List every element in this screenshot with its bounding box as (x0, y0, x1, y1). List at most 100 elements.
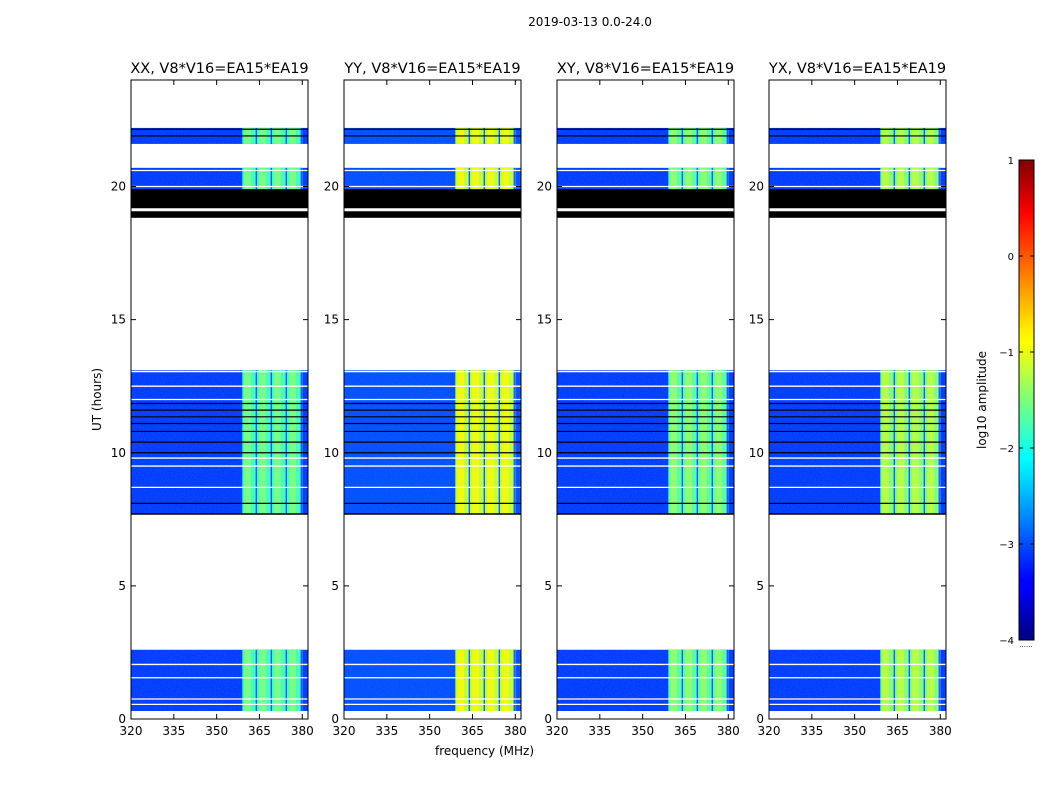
high-amplitude-stripe (715, 167, 723, 208)
flagged-band (769, 189, 946, 218)
high-amplitude-stripe (700, 649, 708, 712)
axes-frame (130, 79, 309, 720)
y-tick-label: 10 (324, 446, 339, 460)
colorbar-tick-label: −4 (999, 636, 1014, 647)
high-amplitude-stripe (685, 167, 693, 208)
high-amplitude-stripe (502, 649, 510, 712)
high-amplitude-stripe (700, 167, 708, 208)
axes-frame (343, 79, 522, 720)
x-tick-label: 350 (418, 724, 441, 738)
high-amplitude-stripe (927, 167, 935, 208)
high-amplitude-stripe (472, 167, 480, 208)
colorbar-label: log10 amplitude (975, 351, 989, 449)
colorbar-gradient (1018, 159, 1035, 641)
colorbar-tick-label: −2 (999, 444, 1014, 455)
heatmap-panel: YX, V8*V16=EA15*EA19 320 335 350 365 380 0 5 10 1… (749, 61, 952, 738)
y-tick-label: 5 (756, 579, 764, 593)
y-tick-label: 15 (111, 313, 126, 327)
figure-suptitle: 2019-03-13 0.0-24.0 (528, 15, 652, 29)
x-tick-label: 320 (333, 724, 356, 738)
colorbar-tick-label: −3 (999, 540, 1014, 551)
high-amplitude-stripe (927, 649, 935, 712)
high-amplitude-stripe (457, 649, 465, 712)
axes-frame (556, 79, 735, 720)
panel-title: YY, V8*V16=EA15*EA19 (343, 61, 520, 77)
high-amplitude-stripe (259, 167, 267, 208)
flagged-band (344, 189, 521, 218)
high-amplitude-stripe (882, 167, 890, 208)
x-tick-label: 380 (504, 724, 527, 738)
y-tick-label: 15 (537, 313, 552, 327)
high-amplitude-stripe (897, 649, 905, 712)
high-amplitude-stripe (502, 167, 510, 208)
flagged-band (557, 189, 734, 218)
axes-frame (768, 79, 947, 720)
high-amplitude-stripe (457, 167, 465, 208)
high-amplitude-stripe (289, 649, 297, 712)
panel-title: XX, V8*V16=EA15*EA19 (130, 61, 308, 77)
y-tick-label: 5 (544, 579, 552, 593)
y-tick-label: 0 (118, 712, 126, 726)
x-tick-label: 350 (205, 724, 228, 738)
y-tick-label: 20 (749, 180, 764, 194)
x-tick-label: 335 (588, 724, 611, 738)
y-axis-label: UT (hours) (90, 368, 104, 431)
high-amplitude-stripe (882, 649, 890, 712)
high-amplitude-stripe (715, 649, 723, 712)
y-tick-label: 0 (331, 712, 339, 726)
x-tick-label: 380 (291, 724, 314, 738)
y-tick-label: 20 (324, 180, 339, 194)
colorbar-tick-label: 1 (1008, 156, 1014, 167)
panel-title: XY, V8*V16=EA15*EA19 (557, 61, 734, 77)
x-tick-label: 365 (886, 724, 909, 738)
high-amplitude-stripe (912, 167, 920, 208)
y-tick-label: 20 (537, 180, 552, 194)
heatmap-panel: XX, V8*V16=EA15*EA19 320 335 350 365 380 0 5 10 1… (90, 61, 314, 738)
y-tick-label: 5 (331, 579, 339, 593)
high-amplitude-stripe (897, 167, 905, 208)
colorbar: −4 −3 −2 −1 0 1 log10 amplitude ...... (975, 156, 1035, 649)
y-tick-label: 15 (749, 313, 764, 327)
colorbar-tick-label: −1 (999, 348, 1014, 359)
heatmap-panel: XY, V8*V16=EA15*EA19 320 335 350 365 380 0 5 10 1… (537, 61, 740, 738)
y-tick-label: 5 (118, 579, 126, 593)
flagged-band (131, 189, 308, 218)
y-tick-label: 20 (111, 180, 126, 194)
high-amplitude-stripe (289, 167, 297, 208)
x-tick-label: 335 (162, 724, 185, 738)
y-tick-label: 10 (749, 446, 764, 460)
high-amplitude-stripe (685, 649, 693, 712)
x-tick-label: 365 (674, 724, 697, 738)
x-tick-label: 335 (800, 724, 823, 738)
high-amplitude-stripe (670, 649, 678, 712)
high-amplitude-stripe (244, 649, 252, 712)
heatmap-panel: YY, V8*V16=EA15*EA19 320 335 350 365 380 0 5 10 1… (324, 61, 534, 758)
high-amplitude-stripe (487, 649, 495, 712)
x-tick-label: 320 (546, 724, 569, 738)
x-tick-label: 380 (717, 724, 740, 738)
high-amplitude-stripe (244, 167, 252, 208)
high-amplitude-stripe (274, 167, 282, 208)
y-tick-label: 15 (324, 313, 339, 327)
y-tick-label: 0 (756, 712, 764, 726)
x-tick-label: 320 (758, 724, 781, 738)
y-tick-label: 10 (111, 446, 126, 460)
x-tick-label: 320 (120, 724, 143, 738)
x-tick-label: 365 (248, 724, 271, 738)
high-amplitude-stripe (472, 649, 480, 712)
x-tick-label: 380 (929, 724, 952, 738)
panel-title: YX, V8*V16=EA15*EA19 (768, 61, 946, 77)
high-amplitude-stripe (912, 649, 920, 712)
y-tick-label: 0 (544, 712, 552, 726)
y-tick-label: 10 (537, 446, 552, 460)
x-tick-label: 350 (631, 724, 654, 738)
x-axis-label: frequency (MHz) (435, 744, 534, 758)
high-amplitude-stripe (670, 167, 678, 208)
high-amplitude-stripe (487, 167, 495, 208)
colorbar-extra-text: ...... (1019, 641, 1032, 649)
x-tick-label: 335 (375, 724, 398, 738)
colorbar-tick-label: 0 (1008, 252, 1014, 263)
x-tick-label: 350 (843, 724, 866, 738)
x-tick-label: 365 (461, 724, 484, 738)
